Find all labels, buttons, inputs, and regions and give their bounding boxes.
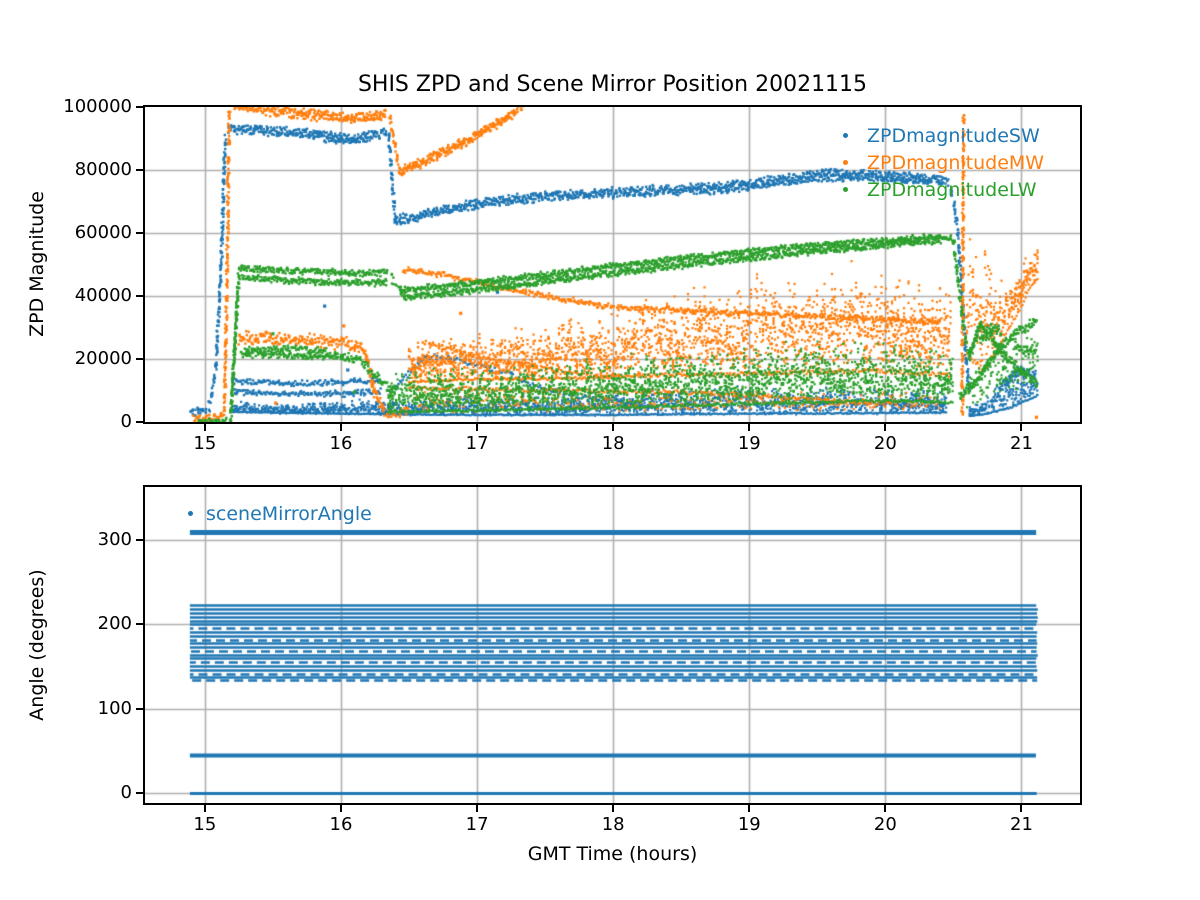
x-tick-label: 18 bbox=[601, 433, 625, 454]
x-tick-mark bbox=[339, 424, 342, 431]
y-tick-mark bbox=[136, 623, 143, 626]
x-tick-mark bbox=[748, 424, 751, 431]
x-tick-label: 19 bbox=[737, 814, 761, 835]
x-tick-label: 17 bbox=[465, 433, 489, 454]
y-tick-label: 80000 bbox=[74, 159, 132, 180]
y-tick-label: 40000 bbox=[74, 285, 132, 306]
x-tick-mark bbox=[612, 424, 615, 431]
y-tick-label: 20000 bbox=[74, 348, 132, 369]
y-tick-label: 0 bbox=[120, 411, 132, 432]
legend-label: ZPDmagnitudeSW bbox=[867, 124, 1040, 147]
x-tick-mark bbox=[884, 805, 887, 812]
legend-item-zpd-lw: ZPDmagnitudeLW bbox=[843, 176, 1044, 203]
legend-label: ZPDmagnitudeLW bbox=[867, 178, 1037, 201]
scatter-marker-icon bbox=[843, 133, 848, 138]
y-tick-mark bbox=[136, 358, 143, 360]
scatter-marker-icon bbox=[843, 187, 848, 192]
bottom-plot-canvas bbox=[145, 487, 1080, 803]
y-tick-label: 0 bbox=[120, 781, 132, 803]
y-tick-mark bbox=[136, 232, 143, 234]
y-tick-mark bbox=[136, 421, 143, 423]
scatter-marker-icon bbox=[188, 511, 193, 516]
bottom-axes bbox=[143, 485, 1082, 805]
x-tick-label: 18 bbox=[601, 814, 625, 835]
legend-item-zpd-mw: ZPDmagnitudeMW bbox=[843, 149, 1044, 176]
x-tick-mark bbox=[476, 805, 479, 812]
x-tick-label: 21 bbox=[1010, 433, 1033, 454]
chart-title: SHIS ZPD and Scene Mirror Position 20021… bbox=[357, 72, 868, 97]
x-tick-mark bbox=[203, 424, 206, 431]
top-legend: ZPDmagnitudeSW ZPDmagnitudeMW ZPDmagnitu… bbox=[843, 122, 1044, 203]
top-y-axis-label: ZPD Magnitude bbox=[26, 191, 48, 337]
legend-item-scene-mirror-angle: sceneMirrorAngle bbox=[188, 501, 372, 526]
y-tick-mark bbox=[136, 791, 143, 794]
x-tick-mark bbox=[1020, 424, 1023, 431]
x-tick-label: 20 bbox=[873, 814, 897, 835]
y-tick-label: 100 bbox=[97, 697, 132, 719]
y-tick-mark bbox=[136, 707, 143, 710]
x-tick-label: 16 bbox=[329, 814, 353, 835]
top-axes bbox=[143, 105, 1082, 424]
y-tick-mark bbox=[136, 169, 143, 171]
x-axis-label: GMT Time (hours) bbox=[527, 843, 698, 865]
x-tick-label: 19 bbox=[737, 433, 761, 454]
y-tick-label: 100000 bbox=[63, 96, 132, 117]
x-tick-label: 20 bbox=[873, 433, 897, 454]
x-tick-mark bbox=[1020, 805, 1023, 812]
x-tick-label: 15 bbox=[193, 433, 217, 454]
bottom-legend: sceneMirrorAngle bbox=[188, 501, 372, 526]
x-tick-mark bbox=[476, 424, 479, 431]
y-tick-mark bbox=[136, 106, 143, 108]
y-tick-label: 60000 bbox=[74, 222, 132, 243]
y-tick-mark bbox=[136, 295, 143, 297]
x-tick-label: 15 bbox=[193, 814, 217, 835]
x-tick-label: 21 bbox=[1010, 814, 1033, 835]
x-tick-label: 16 bbox=[329, 433, 353, 454]
x-tick-mark bbox=[203, 805, 206, 812]
scatter-marker-icon bbox=[843, 160, 848, 165]
y-tick-mark bbox=[136, 539, 143, 542]
legend-label: ZPDmagnitudeMW bbox=[867, 151, 1045, 174]
legend-item-zpd-sw: ZPDmagnitudeSW bbox=[843, 122, 1044, 149]
x-tick-mark bbox=[884, 424, 887, 431]
legend-label: sceneMirrorAngle bbox=[206, 502, 372, 525]
x-tick-mark bbox=[612, 805, 615, 812]
x-tick-label: 17 bbox=[465, 814, 489, 835]
y-tick-label: 300 bbox=[97, 529, 132, 551]
y-tick-label: 200 bbox=[97, 613, 132, 635]
x-tick-mark bbox=[339, 805, 342, 812]
top-plot-canvas bbox=[145, 107, 1080, 422]
x-tick-mark bbox=[748, 805, 751, 812]
